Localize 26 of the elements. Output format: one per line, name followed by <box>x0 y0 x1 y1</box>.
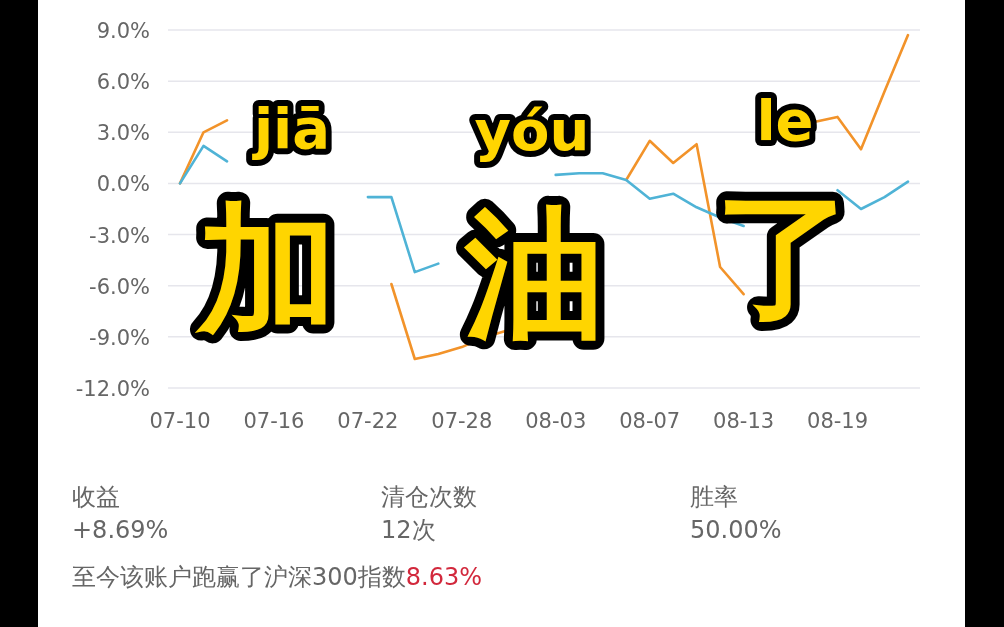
y-tick-label: -3.0% <box>89 223 150 248</box>
x-tick-label: 08-07 <box>619 409 681 433</box>
y-tick-label: -12.0% <box>75 377 150 401</box>
y-tick-label: 3.0% <box>96 121 150 146</box>
text: 清仓次数 <box>381 483 477 511</box>
text: 胜率 <box>690 483 738 511</box>
text: +8.69% <box>72 516 169 544</box>
x-tick-label: 07-16 <box>243 409 305 433</box>
y-tick-label: -6.0% <box>89 274 150 299</box>
y-tick-label: 9.0% <box>96 19 150 43</box>
text: 8.63% <box>405 563 483 591</box>
text: 50.00% <box>690 516 782 544</box>
x-tick-label: 07-22 <box>337 409 399 433</box>
text: 了 <box>715 175 855 338</box>
x-tick-label: 07-28 <box>431 409 493 433</box>
text: le <box>756 88 814 153</box>
y-tick-label: 0.0% <box>96 172 150 197</box>
x-tick-label: 07-10 <box>149 409 211 433</box>
text: 12次 <box>381 516 436 544</box>
y-tick-label: 6.0% <box>96 70 150 95</box>
text: 至今该账户跑赢了沪深300指数 <box>72 563 406 591</box>
y-tick-label: -9.0% <box>89 325 150 350</box>
x-tick-label: 08-19 <box>807 409 869 433</box>
text: 收益 <box>72 483 120 511</box>
x-tick-label: 08-03 <box>525 409 587 433</box>
x-tick-label: 08-13 <box>713 409 775 433</box>
